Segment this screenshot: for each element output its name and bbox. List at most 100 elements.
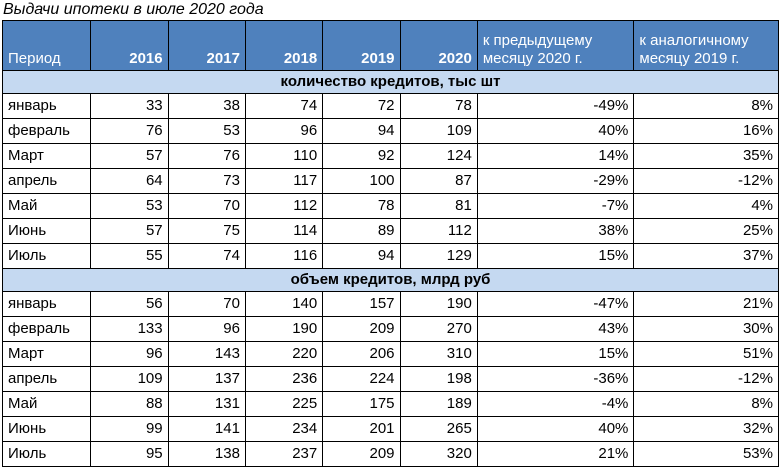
month-cell: Июнь — [1, 218, 92, 244]
prev-month-change-cell: -7% — [476, 193, 635, 219]
month-cell: Май — [1, 193, 92, 219]
yoy-change-cell: 21% — [633, 291, 779, 317]
value-2020-cell: 109 — [399, 118, 478, 144]
value-2016-cell: 57 — [90, 143, 169, 169]
value-2016-cell: 76 — [90, 118, 169, 144]
value-2020-cell: 310 — [399, 341, 478, 367]
table-row: апрель 109 137 236 224 198 -36% -12% — [1, 366, 779, 392]
value-2019-cell: 175 — [322, 391, 401, 417]
value-2016-cell: 57 — [90, 218, 169, 244]
yoy-change-cell: 53% — [633, 441, 779, 467]
value-2016-cell: 133 — [90, 316, 169, 342]
value-2016-cell: 95 — [90, 441, 169, 467]
header-year-2016: 2016 — [90, 20, 169, 71]
header-year-2018: 2018 — [244, 20, 324, 71]
value-2016-cell: 88 — [90, 391, 169, 417]
table-row: Март 96 143 220 206 310 15% 51% — [1, 341, 779, 367]
header-period: Период — [1, 20, 92, 71]
value-2019-cell: 224 — [322, 366, 401, 392]
value-2016-cell: 55 — [90, 243, 169, 269]
month-cell: январь — [1, 291, 92, 317]
yoy-change-cell: 4% — [633, 193, 779, 219]
section-header-row: объем кредитов, млрд руб — [2, 268, 779, 292]
table-row: Июнь 57 75 114 89 112 38% 25% — [1, 218, 779, 244]
month-cell: апрель — [1, 168, 92, 194]
value-2020-cell: 190 — [399, 291, 478, 317]
value-2017-cell: 73 — [167, 168, 246, 194]
value-2016-cell: 56 — [90, 291, 169, 317]
yoy-change-cell: 30% — [633, 316, 779, 342]
prev-month-change-cell: -36% — [476, 366, 635, 392]
value-2017-cell: 96 — [167, 316, 246, 342]
section-title: количество кредитов, тыс шт — [2, 70, 779, 94]
table-row: январь 56 70 140 157 190 -47% 21% — [1, 291, 779, 317]
table-row: Июнь 99 141 234 201 265 40% 32% — [1, 416, 779, 442]
prev-month-change-cell: -29% — [476, 168, 635, 194]
value-2018-cell: 117 — [244, 168, 324, 194]
yoy-change-cell: 8% — [633, 391, 779, 417]
value-2019-cell: 209 — [322, 441, 401, 467]
month-cell: апрель — [1, 366, 92, 392]
value-2019-cell: 94 — [322, 118, 401, 144]
value-2018-cell: 112 — [244, 193, 324, 219]
section-header-row: количество кредитов, тыс шт — [2, 70, 779, 94]
month-cell: Июль — [1, 441, 92, 467]
table-row: Март 57 76 110 92 124 14% 35% — [1, 143, 779, 169]
value-2019-cell: 78 — [322, 193, 401, 219]
value-2016-cell: 99 — [90, 416, 169, 442]
header-year-2019: 2019 — [322, 20, 401, 71]
value-2020-cell: 198 — [399, 366, 478, 392]
value-2020-cell: 189 — [399, 391, 478, 417]
month-cell: Март — [1, 341, 92, 367]
value-2019-cell: 72 — [322, 93, 401, 119]
mortgage-table: Период 2016 2017 2018 2019 2020 к предыд… — [1, 20, 779, 467]
value-2018-cell: 96 — [244, 118, 324, 144]
value-2018-cell: 116 — [244, 243, 324, 269]
value-2016-cell: 33 — [90, 93, 169, 119]
value-2020-cell: 129 — [399, 243, 478, 269]
yoy-change-cell: 51% — [633, 341, 779, 367]
month-cell: Март — [1, 143, 92, 169]
value-2017-cell: 131 — [167, 391, 246, 417]
value-2016-cell: 109 — [90, 366, 169, 392]
table-title: Выдачи ипотеки в июле 2020 года — [3, 1, 264, 18]
value-2017-cell: 74 — [167, 243, 246, 269]
value-2020-cell: 124 — [399, 143, 478, 169]
value-2018-cell: 234 — [244, 416, 324, 442]
header-year-2020: 2020 — [399, 20, 478, 71]
table-row: февраль 76 53 96 94 109 40% 16% — [1, 118, 779, 144]
value-2019-cell: 94 — [322, 243, 401, 269]
value-2017-cell: 38 — [167, 93, 246, 119]
value-2016-cell: 96 — [90, 341, 169, 367]
prev-month-change-cell: 38% — [476, 218, 635, 244]
value-2017-cell: 75 — [167, 218, 246, 244]
yoy-change-cell: 25% — [633, 218, 779, 244]
prev-month-change-cell: 15% — [476, 243, 635, 269]
yoy-change-cell: 32% — [633, 416, 779, 442]
value-2019-cell: 209 — [322, 316, 401, 342]
table-row: апрель 64 73 117 100 87 -29% -12% — [1, 168, 779, 194]
value-2018-cell: 220 — [244, 341, 324, 367]
table-row: Июль 55 74 116 94 129 15% 37% — [1, 243, 779, 269]
value-2017-cell: 70 — [167, 291, 246, 317]
yoy-change-cell: 16% — [633, 118, 779, 144]
value-2018-cell: 190 — [244, 316, 324, 342]
value-2020-cell: 320 — [399, 441, 478, 467]
value-2018-cell: 110 — [244, 143, 324, 169]
value-2017-cell: 138 — [167, 441, 246, 467]
header-same-month: к аналогичному месяцу 2019 г. — [633, 20, 779, 71]
table-row: Май 88 131 225 175 189 -4% 8% — [1, 391, 779, 417]
prev-month-change-cell: -47% — [476, 291, 635, 317]
value-2019-cell: 201 — [322, 416, 401, 442]
prev-month-change-cell: -4% — [476, 391, 635, 417]
table-row: Май 53 70 112 78 81 -7% 4% — [1, 193, 779, 219]
prev-month-change-cell: 40% — [476, 416, 635, 442]
month-cell: февраль — [1, 316, 92, 342]
value-2018-cell: 236 — [244, 366, 324, 392]
value-2017-cell: 76 — [167, 143, 246, 169]
value-2019-cell: 100 — [322, 168, 401, 194]
prev-month-change-cell: -49% — [476, 93, 635, 119]
value-2016-cell: 53 — [90, 193, 169, 219]
prev-month-change-cell: 15% — [476, 341, 635, 367]
value-2020-cell: 81 — [399, 193, 478, 219]
